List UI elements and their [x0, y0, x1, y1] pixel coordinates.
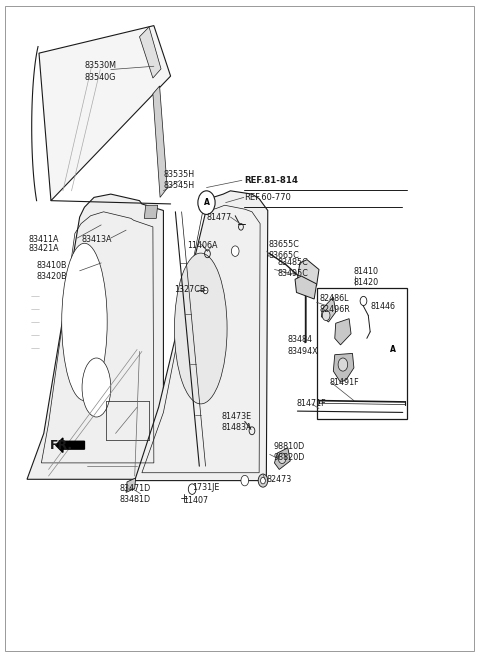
Text: 83410B
83420B: 83410B 83420B [36, 261, 67, 281]
Text: 11407: 11407 [183, 496, 209, 505]
Polygon shape [39, 26, 170, 200]
Text: 83485C
83495C: 83485C 83495C [277, 258, 308, 278]
Polygon shape [27, 194, 163, 480]
Circle shape [198, 191, 215, 214]
Polygon shape [335, 319, 351, 345]
Circle shape [323, 310, 330, 321]
Circle shape [241, 476, 249, 486]
Polygon shape [322, 297, 336, 322]
Polygon shape [275, 448, 290, 470]
Circle shape [231, 246, 239, 256]
Polygon shape [298, 260, 319, 286]
Text: FR.: FR. [49, 439, 72, 452]
Text: 83421A: 83421A [28, 244, 59, 253]
Text: 83655C
83665C: 83655C 83665C [269, 240, 300, 260]
Text: 83484
83494X: 83484 83494X [288, 336, 319, 355]
Polygon shape [144, 205, 157, 218]
Bar [317, 288, 407, 419]
Text: 81477: 81477 [206, 213, 232, 221]
Text: 11406A: 11406A [187, 241, 218, 250]
Polygon shape [153, 86, 167, 197]
Text: 81491F: 81491F [329, 378, 359, 387]
Circle shape [203, 287, 208, 294]
Circle shape [261, 478, 265, 484]
Polygon shape [333, 353, 354, 382]
Text: 98810D
98820D: 98810D 98820D [274, 442, 305, 462]
Polygon shape [126, 478, 136, 492]
Polygon shape [295, 276, 317, 299]
Text: 81471F: 81471F [297, 399, 326, 409]
Text: 83413A: 83413A [81, 235, 112, 244]
Text: 1731JE: 1731JE [192, 483, 219, 491]
Ellipse shape [62, 243, 107, 401]
Polygon shape [135, 191, 268, 481]
Text: 82486L
82496R: 82486L 82496R [320, 294, 350, 313]
Circle shape [278, 453, 286, 464]
Text: A: A [390, 345, 396, 354]
FancyArrow shape [56, 438, 84, 453]
Circle shape [188, 484, 196, 494]
Ellipse shape [174, 253, 227, 404]
Text: 83411A: 83411A [28, 235, 59, 244]
Text: 1327CB: 1327CB [174, 284, 205, 294]
Circle shape [338, 358, 348, 371]
Text: 83530M
83540G: 83530M 83540G [84, 62, 117, 81]
Text: 81410
81420: 81410 81420 [354, 267, 379, 287]
Text: REF.81-814: REF.81-814 [244, 176, 298, 185]
Ellipse shape [82, 358, 111, 417]
Circle shape [384, 338, 402, 361]
Circle shape [360, 296, 367, 306]
Text: 83471D
83481D: 83471D 83481D [120, 484, 151, 504]
Circle shape [258, 474, 268, 487]
Text: A: A [204, 198, 209, 207]
Text: 82473: 82473 [267, 475, 292, 484]
Polygon shape [140, 27, 161, 78]
Text: 81473E
81483A: 81473E 81483A [222, 411, 252, 432]
Text: REF.60-770: REF.60-770 [244, 193, 291, 202]
Text: 83535H
83545H: 83535H 83545H [163, 170, 194, 191]
Text: 81446: 81446 [370, 302, 395, 311]
